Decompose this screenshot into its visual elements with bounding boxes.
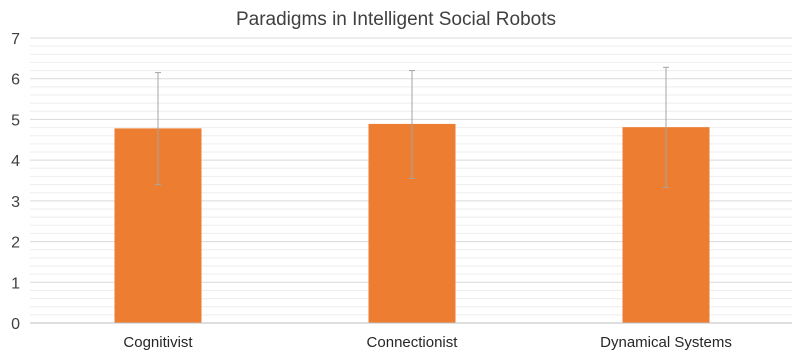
y-tick-label: 2 <box>11 235 20 252</box>
y-tick-label: 5 <box>11 112 20 129</box>
y-tick-label: 4 <box>11 153 20 170</box>
y-tick-label: 1 <box>11 275 20 292</box>
x-category-label: Cognitivist <box>123 334 193 351</box>
y-tick-label: 0 <box>11 316 20 333</box>
error-bars <box>155 66 669 188</box>
chart-title: Paradigms in Intelligent Social Robots <box>236 9 556 30</box>
y-tick-label: 6 <box>11 72 20 89</box>
x-axis-labels: Cognitivist Connectionist Dynamical System… <box>123 334 731 351</box>
x-category-label: Connectionist <box>367 334 459 351</box>
y-tick-label: 3 <box>11 194 20 211</box>
y-axis-ticks: 0 1 2 3 4 5 6 7 <box>11 31 20 333</box>
y-tick-label: 7 <box>11 31 20 48</box>
x-category-label: Dynamical Systems <box>600 334 732 351</box>
